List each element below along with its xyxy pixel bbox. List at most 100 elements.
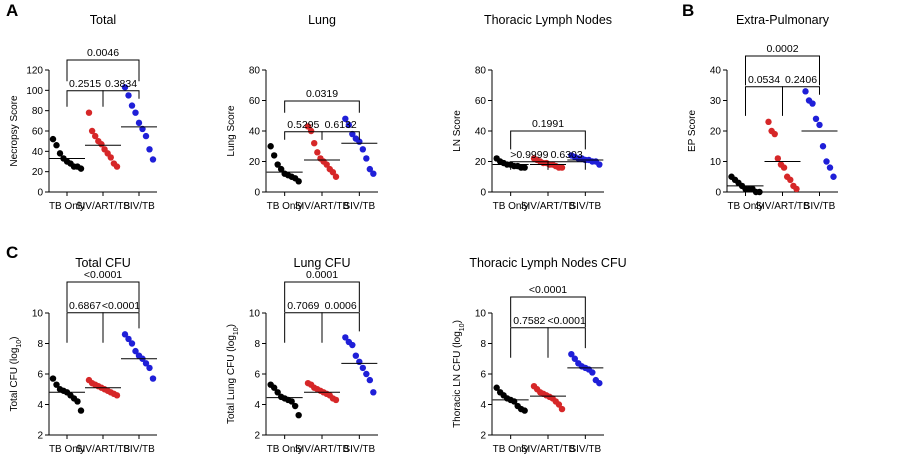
- data-point-siv-tb: [568, 350, 575, 358]
- data-point-tb-only: [493, 384, 500, 391]
- p-value-label: 0.1991: [532, 118, 564, 130]
- data-point-siv-art-tb: [787, 176, 794, 183]
- data-point-tb-only: [49, 135, 57, 143]
- chart-title: Lung: [308, 13, 336, 27]
- data-point-tb-only: [274, 161, 281, 168]
- data-point-tb-only: [277, 165, 285, 173]
- x-tick-label: TB Only: [49, 201, 85, 212]
- x-tick-label: TB Only: [727, 201, 763, 212]
- y-tick-label: 120: [26, 66, 43, 77]
- significance-bracket: [321, 312, 360, 332]
- data-point-tb-only: [77, 407, 85, 414]
- x-tick-label: TB Only: [267, 201, 303, 212]
- y-tick-label: 80: [475, 66, 487, 77]
- data-point-siv-art-tb: [793, 185, 800, 193]
- significance-bracket: [547, 327, 586, 349]
- y-tick-label: 30: [710, 96, 722, 107]
- p-value-label: 0.7069: [287, 300, 319, 312]
- y-tick-label: 6: [37, 370, 43, 381]
- data-point-tb-only: [288, 398, 295, 405]
- data-point-tb-only: [74, 398, 81, 405]
- data-point-siv-tb: [125, 335, 132, 343]
- y-axis-label: LN Score: [452, 110, 463, 152]
- x-tick-label: SIV/ART/TB: [76, 201, 131, 212]
- data-point-siv-tb: [128, 340, 136, 347]
- significance-bracket: [321, 131, 360, 140]
- data-point-siv-tb: [366, 165, 374, 173]
- data-point-tb-only: [756, 188, 763, 196]
- data-point-tb-only: [274, 389, 281, 396]
- data-point-siv-tb: [146, 146, 153, 153]
- significance-bracket: [284, 131, 323, 140]
- data-point-siv-tb: [363, 370, 370, 378]
- y-tick-label: 60: [32, 127, 44, 138]
- x-tick-label: SIV/TB: [123, 201, 155, 212]
- x-tick-label: TB Only: [493, 444, 529, 454]
- y-axis-label: Necropsy Score: [9, 95, 20, 167]
- significance-bracket: [284, 100, 360, 113]
- data-point-siv-tb: [823, 158, 830, 165]
- x-tick-label: TB Only: [49, 444, 85, 454]
- data-point-siv-tb: [342, 334, 349, 341]
- data-point-siv-art-tb: [332, 173, 340, 180]
- data-point-siv-tb: [125, 92, 132, 99]
- data-point-siv-tb: [359, 146, 367, 153]
- data-point-siv-art-tb: [92, 132, 99, 140]
- p-value-label: <0.0001: [548, 315, 586, 327]
- p-value-label: 0.0002: [766, 43, 798, 55]
- chart-title: Thoracic Lymph Nodes: [484, 13, 612, 27]
- x-tick-label: TB Only: [267, 444, 303, 454]
- y-tick-label: 0: [480, 188, 486, 199]
- y-tick-label: 4: [480, 400, 486, 411]
- data-point-siv-art-tb: [323, 161, 330, 168]
- y-tick-label: 60: [249, 96, 261, 107]
- data-point-siv-tb: [146, 364, 153, 372]
- y-tick-label: 2: [37, 431, 43, 442]
- y-tick-label: 8: [480, 339, 486, 350]
- data-point-siv-tb: [349, 130, 356, 138]
- data-point-tb-only: [77, 165, 85, 172]
- data-point-siv-tb: [359, 364, 367, 372]
- y-tick-label: 6: [254, 370, 260, 381]
- y-tick-label: 4: [37, 400, 43, 411]
- data-point-siv-art-tb: [98, 141, 105, 148]
- data-point-siv-art-tb: [85, 109, 93, 116]
- data-point-siv-tb: [830, 173, 837, 180]
- y-tick-label: 40: [710, 66, 722, 77]
- data-point-siv-tb: [596, 379, 603, 387]
- y-tick-label: 40: [32, 147, 44, 158]
- significance-bracket: [547, 161, 586, 170]
- panel-letter-c: C: [6, 243, 18, 262]
- p-value-label: 0.0046: [87, 47, 119, 59]
- p-value-label: >0.9999: [510, 149, 548, 161]
- data-point-siv-tb: [149, 375, 157, 382]
- data-point-siv-tb: [812, 115, 820, 123]
- data-point-tb-only: [53, 142, 60, 149]
- p-value-label: 0.0319: [306, 88, 338, 100]
- data-point-tb-only: [270, 152, 278, 159]
- significance-bracket: [745, 55, 820, 86]
- y-axis-label: Thoracic LN CFU (log10): [452, 320, 466, 428]
- x-tick-label: SIV/ART/TB: [295, 201, 350, 212]
- data-point-siv-tb: [366, 376, 374, 384]
- y-tick-label: 0: [37, 188, 43, 199]
- p-value-label: <0.0001: [529, 284, 567, 296]
- data-point-siv-tb: [352, 352, 360, 359]
- significance-bracket: [745, 86, 783, 116]
- chart-title: Thoracic Lymph Nodes CFU: [469, 256, 626, 270]
- y-axis-label: Lung Score: [226, 105, 237, 157]
- data-point-siv-tb: [149, 156, 157, 163]
- data-point-siv-art-tb: [307, 127, 315, 135]
- y-tick-label: 10: [710, 157, 722, 168]
- p-value-label: <0.0001: [102, 300, 140, 312]
- data-point-tb-only: [521, 407, 528, 414]
- data-point-siv-tb: [826, 164, 834, 171]
- p-value-label: 0.7582: [513, 315, 545, 327]
- data-point-siv-tb: [802, 88, 809, 95]
- data-point-tb-only: [521, 164, 528, 171]
- y-tick-label: 2: [480, 431, 486, 442]
- data-point-siv-art-tb: [558, 164, 566, 171]
